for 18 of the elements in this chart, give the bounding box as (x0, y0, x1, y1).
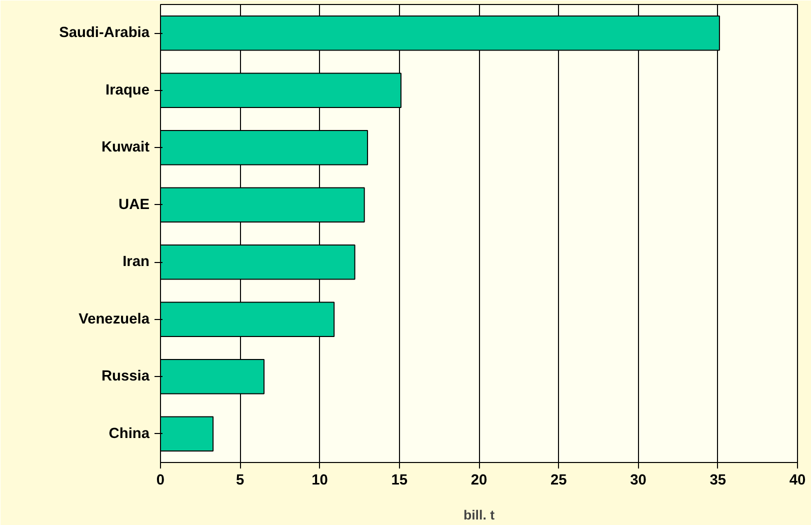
x-tick-label: 40 (789, 472, 806, 488)
x-tick-label: 30 (630, 472, 646, 488)
y-tick-label: Venezuela (78, 311, 150, 328)
y-tick-label: China (108, 426, 150, 442)
y-tick-label: Kuwait (101, 140, 150, 156)
x-tick-label: 25 (550, 472, 567, 488)
x-tick-label: 20 (470, 472, 488, 488)
y-tick-label: Iran (122, 254, 150, 270)
y-tick-label: Saudi-Arabia (59, 25, 150, 42)
x-tick-label: 5 (236, 472, 244, 488)
x-tick-label: 10 (312, 472, 328, 488)
x-tick-label: 15 (391, 472, 408, 488)
y-tick-label: Russia (101, 368, 150, 385)
x-tick-label: 35 (710, 472, 726, 488)
x-axis-title: bill. t (463, 508, 496, 522)
y-tick-label: Iraque (106, 82, 150, 98)
x-tick-label: 0 (156, 472, 165, 488)
y-tick-label: UAE (118, 196, 150, 213)
